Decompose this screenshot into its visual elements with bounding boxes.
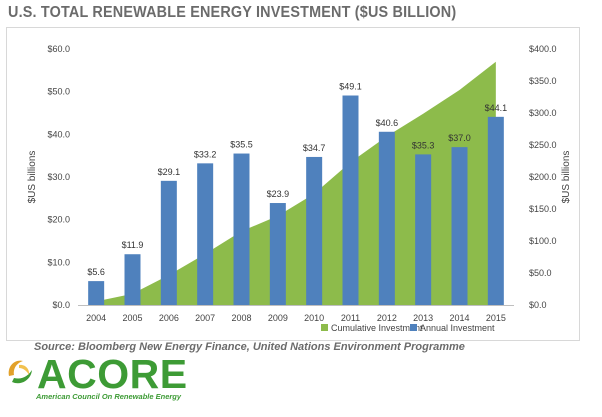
bar-2014 [451, 147, 468, 305]
x-tick-2012: 2012 [377, 313, 397, 323]
x-tick-2009: 2009 [268, 313, 288, 323]
data-label-2009: $23.9 [267, 189, 290, 199]
x-tick-2013: 2013 [413, 313, 433, 323]
x-tick-2004: 2004 [86, 313, 106, 323]
sun-swirl-icon [8, 360, 32, 384]
x-tick-2014: 2014 [449, 313, 469, 323]
bar-2011 [342, 95, 359, 305]
y-tick-right: $300.0 [529, 108, 557, 118]
y-tick-left: $0.0 [52, 300, 70, 310]
cumulative-area [96, 61, 496, 305]
data-label-2015: $44.1 [485, 103, 508, 113]
x-tick-2015: 2015 [486, 313, 506, 323]
chart: $5.6 $11.9 $29.1 $33.2 $35.5 $23.9 $34.7 $49.1 $… [27, 44, 572, 333]
source-note: Source: Bloomberg New Energy Finance, Un… [34, 341, 465, 353]
data-label-2012: $40.6 [376, 118, 399, 128]
data-label-2010: $34.7 [303, 143, 326, 153]
bar-2006 [160, 180, 177, 305]
bar-2009 [269, 203, 286, 305]
y-tick-right: $150.0 [529, 204, 557, 214]
legend-swatch-annual [410, 324, 417, 331]
data-label-2006: $29.1 [158, 167, 181, 177]
logo-word: ACORE [37, 351, 188, 397]
y-tick-right: $0.0 [529, 300, 547, 310]
x-tick-2011: 2011 [341, 313, 360, 323]
x-tick-2010: 2010 [304, 313, 324, 323]
legend-swatch-cumulative [321, 324, 328, 331]
y-axis-label-right: $US billions [561, 151, 572, 204]
x-tick-2005: 2005 [122, 313, 142, 323]
y-tick-left: $60.0 [47, 44, 70, 54]
y-tick-left: $10.0 [47, 257, 70, 267]
y-axis-label-left: $US billions [27, 151, 38, 204]
x-tick-2007: 2007 [195, 313, 215, 323]
y-tick-left: $40.0 [47, 129, 70, 139]
x-tick-2006: 2006 [159, 313, 179, 323]
bar-2010 [306, 156, 323, 305]
bar-2012 [378, 131, 395, 305]
data-label-2007: $33.2 [194, 149, 217, 159]
logo-tagline: American Council On Renewable Energy [36, 392, 182, 401]
y-tick-right: $400.0 [529, 44, 557, 54]
x-tick-2008: 2008 [231, 313, 251, 323]
y-tick-right: $50.0 [529, 268, 552, 278]
bar-2015 [487, 116, 504, 305]
data-label-2008: $35.5 [230, 140, 253, 150]
bar-2004 [88, 281, 105, 305]
legend-label-cumulative: Cumulative Investment [331, 323, 423, 333]
bar-2005 [124, 254, 141, 305]
data-label-2011: $49.1 [339, 82, 362, 92]
legend-label-annual: Annual Investment [420, 323, 495, 333]
data-label-2013: $35.3 [412, 140, 435, 150]
y-tick-left: $20.0 [47, 215, 70, 225]
y-tick-right: $200.0 [529, 172, 557, 182]
y-tick-right: $100.0 [529, 236, 557, 246]
bar-2008 [233, 153, 250, 305]
acore-logo: ACORE American Council On Renewable Ener… [3, 352, 187, 410]
chart-frame: $5.6 $11.9 $29.1 $33.2 $35.5 $23.9 $34.7 $49.1 $… [6, 27, 580, 341]
y-tick-left: $50.0 [47, 87, 70, 97]
bar-2007 [197, 163, 214, 305]
y-tick-right: $250.0 [529, 140, 557, 150]
bar-2013 [415, 154, 432, 305]
data-label-2014: $37.0 [448, 133, 471, 143]
data-label-2005: $11.9 [122, 240, 144, 250]
y-tick-left: $30.0 [47, 172, 70, 182]
page-title: U.S. TOTAL RENEWABLE ENERGY INVESTMENT (… [8, 4, 457, 21]
y-tick-right: $350.0 [529, 76, 557, 86]
data-label-2004: $5.6 [87, 267, 105, 277]
